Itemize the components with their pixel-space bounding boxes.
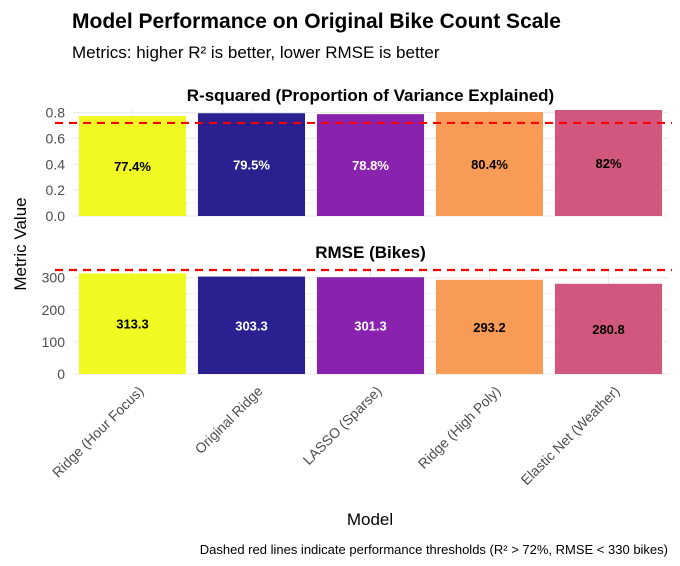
y-tick-label: 0.0 [46, 208, 66, 224]
bar-value-label: 303.3 [235, 318, 268, 333]
bar-value-label: 301.3 [354, 319, 387, 334]
y-tick-label: 0.4 [46, 156, 66, 172]
x-tick-label: LASSO (Sparse) [300, 383, 385, 468]
bar-value-label: 79.5% [233, 158, 270, 173]
panel-rmse: RMSE (Bikes) 0 100 200 300 313.3 303.3 301.3 293… [42, 243, 672, 382]
bar-value-label: 280.8 [592, 322, 625, 337]
bar [78, 273, 187, 374]
bar-value-label: 82% [595, 156, 621, 171]
panel-title: RMSE (Bikes) [315, 243, 426, 262]
bar [316, 277, 425, 374]
bar [435, 112, 544, 216]
x-axis-label: Model [347, 510, 393, 529]
x-tick-label: Ridge (Hour Focus) [49, 383, 147, 481]
bar-value-label: 313.3 [116, 317, 149, 332]
bar-value-label: 77.4% [114, 159, 151, 174]
bar [197, 113, 306, 216]
panel-title: R-squared (Proportion of Variance Explai… [187, 86, 554, 105]
panel-r-squared: R-squared (Proportion of Variance Explai… [46, 86, 672, 224]
y-tick-label: 300 [42, 270, 66, 286]
bar [197, 276, 306, 374]
chart-subtitle: Metrics: higher R² is better, lower RMSE… [72, 43, 440, 62]
x-tick-label: Elastic Net (Weather) [517, 383, 622, 488]
bar-value-label: 78.8% [352, 158, 389, 173]
bar [435, 279, 544, 374]
chart-caption: Dashed red lines indicate performance th… [200, 542, 668, 557]
x-tick-label: Ridge (High Poly) [415, 383, 504, 472]
chart-title: Model Performance on Original Bike Count… [72, 10, 561, 33]
y-tick-label: 0.8 [46, 105, 66, 121]
x-axis-tick-labels: Ridge (Hour Focus) Original Ridge LASSO (S… [49, 383, 623, 488]
bar [554, 110, 663, 216]
bar-value-label: 80.4% [471, 157, 508, 172]
y-tick-label: 100 [42, 334, 66, 350]
y-tick-label: 0 [57, 366, 65, 382]
bar [316, 114, 425, 216]
bar [554, 283, 663, 374]
bar [78, 115, 187, 216]
x-tick-label: Original Ridge [192, 383, 266, 457]
bar-value-label: 293.2 [473, 320, 506, 335]
y-tick-label: 0.6 [46, 130, 66, 146]
y-axis-label: Metric Value [11, 197, 30, 290]
y-tick-label: 0.2 [46, 182, 66, 198]
y-tick-label: 200 [42, 302, 66, 318]
